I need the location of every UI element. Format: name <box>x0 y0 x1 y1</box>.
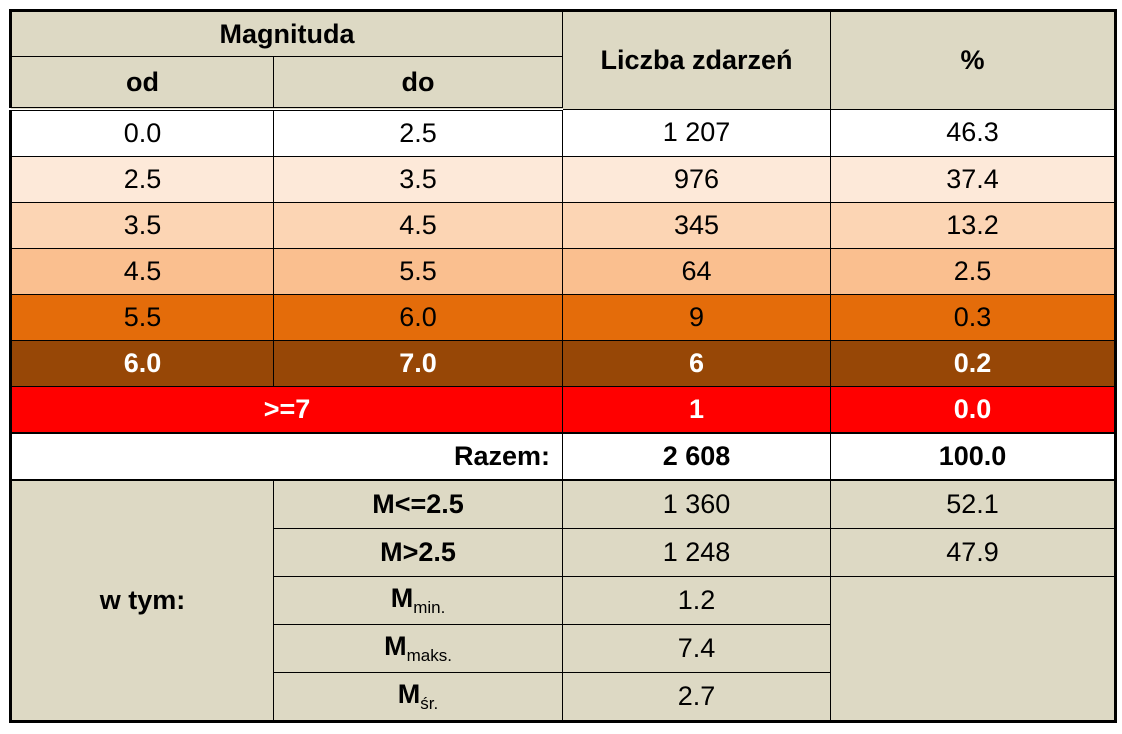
cell: 2.5 <box>10 156 274 203</box>
cell: 2.5 <box>830 248 1116 295</box>
magnitude-table: Magnituda Liczba zdarzeń % od do 0.0 2.5 1… <box>9 9 1117 723</box>
breakdown-label: w tym: <box>10 479 274 722</box>
cell: 976 <box>562 156 831 203</box>
cell: 2.7 <box>562 672 831 722</box>
header-cell: od <box>10 56 274 111</box>
measure-symbol: M <box>397 679 421 709</box>
header-row: Magnituda Liczba zdarzeń % <box>10 10 1116 110</box>
cell: 2.5 <box>273 108 563 157</box>
cell: 2 608 <box>562 432 831 481</box>
measure-symbol: M <box>384 631 407 661</box>
measure-name: Mśr. <box>273 672 563 722</box>
header-cell: Liczba zdarzeń <box>562 10 831 110</box>
breakdown-row: Mśr. 2.7 <box>11 672 1116 722</box>
breakdown-row: Mmaks. 7.4 <box>11 624 1116 673</box>
cell: 1 207 <box>562 108 831 157</box>
measure-subscript: min. <box>413 598 446 617</box>
data-row: 4.5 5.5 64 2.5 <box>10 248 1116 295</box>
data-row: 0.0 2.5 1 207 46.3 <box>10 108 1116 157</box>
header-cell: do <box>273 56 563 111</box>
cell: 6.0 <box>273 294 563 341</box>
cell: 3.5 <box>273 156 563 203</box>
data-row: 2.5 3.5 976 37.4 <box>10 156 1116 203</box>
cell: 6.0 <box>10 340 274 387</box>
table-body: Magnituda Liczba zdarzeń % od do 0.0 2.5 1… <box>10 10 1116 722</box>
header-row: od do <box>10 56 1116 111</box>
measure-name: Mmin. <box>273 576 563 625</box>
header-cell: Magnituda <box>10 10 563 57</box>
measure-name: Mmaks. <box>273 624 563 673</box>
measure-symbol: M>2.5 <box>380 537 456 567</box>
measure-name: M>2.5 <box>273 528 563 577</box>
cell: 46.3 <box>830 108 1116 157</box>
cell: 0.0 <box>10 108 274 157</box>
cell: 4.5 <box>273 202 563 249</box>
cell: 9 <box>562 294 831 341</box>
cell: 1 <box>562 386 831 434</box>
data-row: 3.5 4.5 345 13.2 <box>10 202 1116 249</box>
cell: 1.2 <box>562 576 831 625</box>
cell: 345 <box>562 202 831 249</box>
cell: 5.5 <box>273 248 563 295</box>
measure-subscript: śr. <box>420 694 439 713</box>
cell: >=7 <box>10 386 563 434</box>
cell: 6 <box>562 340 831 387</box>
cell: 37.4 <box>830 156 1116 203</box>
breakdown-row: Mmin. 1.2 <box>11 576 1116 722</box>
measure-name: M<=2.5 <box>273 479 563 529</box>
cell: 52.1 <box>830 479 1116 529</box>
cell: 5.5 <box>10 294 274 341</box>
measure-symbol: M<=2.5 <box>372 489 464 519</box>
cell: 0.2 <box>830 340 1116 387</box>
cell: 7.0 <box>273 340 563 387</box>
cell: 1 248 <box>562 528 831 577</box>
cell: 100.0 <box>830 432 1116 481</box>
data-row: 5.5 6.0 9 0.3 <box>10 294 1116 341</box>
header-cell: % <box>830 10 1116 110</box>
cell: 0.3 <box>830 294 1116 341</box>
total-label: Razem: <box>10 432 563 481</box>
data-row: 6.0 7.0 6 0.2 <box>10 340 1116 387</box>
cell: 13.2 <box>830 202 1116 249</box>
cell: 47.9 <box>830 528 1116 577</box>
empty-cell <box>830 576 1116 722</box>
breakdown-row: w tym: M<=2.5 1 360 52.1 <box>10 479 1116 722</box>
cell: 3.5 <box>10 202 274 249</box>
cell: 7.4 <box>562 624 831 673</box>
cell: 0.0 <box>830 386 1116 434</box>
cell: 4.5 <box>10 248 274 295</box>
total-row: Razem: 2 608 100.0 <box>10 432 1116 481</box>
cell: 1 360 <box>562 479 831 529</box>
measure-subscript: maks. <box>406 646 452 665</box>
data-row: >=7 1 0.0 <box>10 386 1116 434</box>
measure-symbol: M <box>390 583 414 613</box>
cell: 64 <box>562 248 831 295</box>
